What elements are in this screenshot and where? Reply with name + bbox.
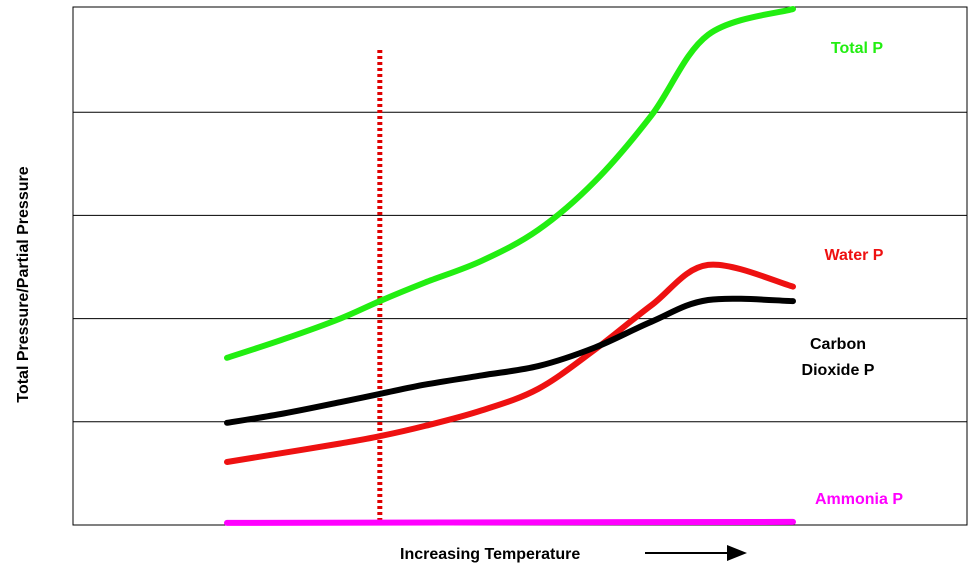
x-axis-title: Increasing Temperature	[400, 546, 580, 563]
water-p-label: Water P	[825, 247, 884, 264]
series-line-water-p	[224, 261, 796, 465]
y-axis-title-wrapper: Total Pressure/Partial Pressure	[4, 0, 44, 569]
series-lines	[224, 6, 796, 526]
series-labels: Total P Water P Carbon Dioxide P Ammonia…	[802, 40, 904, 508]
ammonia-p-label: Ammonia P	[815, 491, 903, 508]
plot-area	[72, 6, 968, 526]
plot-frame	[72, 6, 968, 526]
series-line-total-p	[224, 6, 796, 361]
x-axis-title-group: Increasing Temperature	[400, 545, 747, 563]
carbon-dioxide-p-label-line1: Carbon	[810, 336, 866, 353]
series-line-ammonia-p	[224, 518, 796, 526]
horizontal-gridlines	[73, 111, 967, 423]
x-axis-arrow-head	[727, 545, 747, 561]
y-axis-title: Total Pressure/Partial Pressure	[15, 166, 32, 403]
series-line-carbon-dioxide-p	[224, 295, 796, 426]
carbon-dioxide-p-label-line2: Dioxide P	[802, 362, 875, 379]
total-p-label: Total P	[831, 40, 883, 57]
